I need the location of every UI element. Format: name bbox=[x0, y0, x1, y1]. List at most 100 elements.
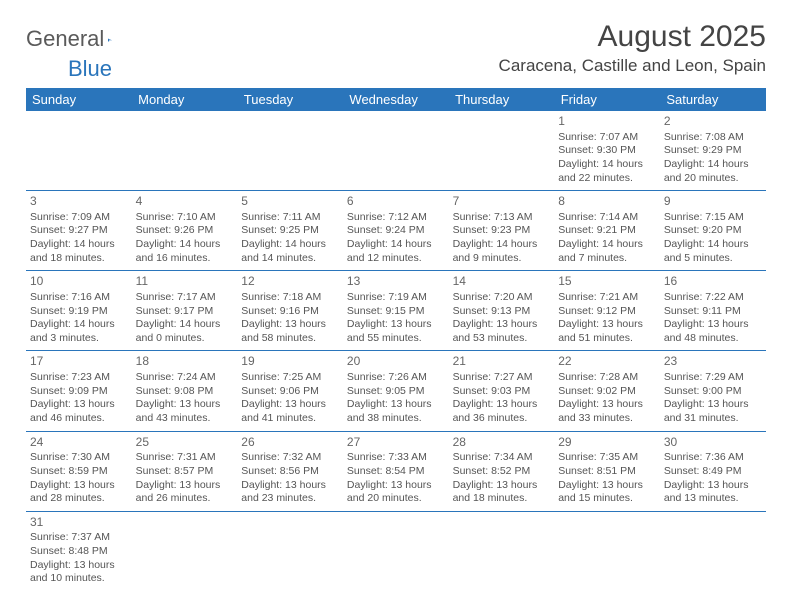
sunrise-line: Sunrise: 7:23 AM bbox=[30, 371, 128, 385]
day-number: 13 bbox=[347, 274, 445, 290]
sunset-line: Sunset: 9:09 PM bbox=[30, 385, 128, 399]
calendar-day-cell: 25Sunrise: 7:31 AMSunset: 8:57 PMDayligh… bbox=[132, 431, 238, 511]
daylight-line: Daylight: 13 hours and 46 minutes. bbox=[30, 398, 128, 425]
daylight-line: Daylight: 13 hours and 43 minutes. bbox=[136, 398, 234, 425]
daylight-line: Daylight: 13 hours and 51 minutes. bbox=[558, 318, 656, 345]
daylight-line: Daylight: 14 hours and 9 minutes. bbox=[453, 238, 551, 265]
calendar-day-cell: 24Sunrise: 7:30 AMSunset: 8:59 PMDayligh… bbox=[26, 431, 132, 511]
sunrise-line: Sunrise: 7:29 AM bbox=[664, 371, 762, 385]
calendar-day-cell: 26Sunrise: 7:32 AMSunset: 8:56 PMDayligh… bbox=[237, 431, 343, 511]
sunset-line: Sunset: 9:05 PM bbox=[347, 385, 445, 399]
calendar-day-cell: 28Sunrise: 7:34 AMSunset: 8:52 PMDayligh… bbox=[449, 431, 555, 511]
sunrise-line: Sunrise: 7:35 AM bbox=[558, 451, 656, 465]
sunrise-line: Sunrise: 7:34 AM bbox=[453, 451, 551, 465]
logo-text-1: General bbox=[26, 26, 104, 52]
sunrise-line: Sunrise: 7:25 AM bbox=[241, 371, 339, 385]
calendar-empty-cell bbox=[449, 111, 555, 191]
sunrise-line: Sunrise: 7:24 AM bbox=[136, 371, 234, 385]
day-number: 29 bbox=[558, 435, 656, 451]
sunrise-line: Sunrise: 7:20 AM bbox=[453, 291, 551, 305]
weekday-header: Saturday bbox=[660, 88, 766, 111]
day-number: 6 bbox=[347, 194, 445, 210]
calendar-day-cell: 13Sunrise: 7:19 AMSunset: 9:15 PMDayligh… bbox=[343, 271, 449, 351]
calendar-empty-cell bbox=[237, 511, 343, 591]
sunrise-line: Sunrise: 7:30 AM bbox=[30, 451, 128, 465]
weekday-header: Monday bbox=[132, 88, 238, 111]
calendar-day-cell: 27Sunrise: 7:33 AMSunset: 8:54 PMDayligh… bbox=[343, 431, 449, 511]
daylight-line: Daylight: 13 hours and 33 minutes. bbox=[558, 398, 656, 425]
daylight-line: Daylight: 14 hours and 0 minutes. bbox=[136, 318, 234, 345]
sunrise-line: Sunrise: 7:12 AM bbox=[347, 211, 445, 225]
calendar-day-cell: 6Sunrise: 7:12 AMSunset: 9:24 PMDaylight… bbox=[343, 191, 449, 271]
calendar-empty-cell bbox=[26, 111, 132, 191]
day-number: 15 bbox=[558, 274, 656, 290]
daylight-line: Daylight: 13 hours and 13 minutes. bbox=[664, 479, 762, 506]
sunset-line: Sunset: 8:52 PM bbox=[453, 465, 551, 479]
calendar-week-row: 31Sunrise: 7:37 AMSunset: 8:48 PMDayligh… bbox=[26, 511, 766, 591]
daylight-line: Daylight: 14 hours and 18 minutes. bbox=[30, 238, 128, 265]
daylight-line: Daylight: 13 hours and 28 minutes. bbox=[30, 479, 128, 506]
day-number: 18 bbox=[136, 354, 234, 370]
sunset-line: Sunset: 9:19 PM bbox=[30, 305, 128, 319]
sunset-line: Sunset: 9:30 PM bbox=[558, 144, 656, 158]
sunset-line: Sunset: 9:25 PM bbox=[241, 224, 339, 238]
sunrise-line: Sunrise: 7:26 AM bbox=[347, 371, 445, 385]
calendar-day-cell: 10Sunrise: 7:16 AMSunset: 9:19 PMDayligh… bbox=[26, 271, 132, 351]
calendar-week-row: 10Sunrise: 7:16 AMSunset: 9:19 PMDayligh… bbox=[26, 271, 766, 351]
day-number: 27 bbox=[347, 435, 445, 451]
day-number: 8 bbox=[558, 194, 656, 210]
sunset-line: Sunset: 8:54 PM bbox=[347, 465, 445, 479]
sunset-line: Sunset: 9:11 PM bbox=[664, 305, 762, 319]
logo-flag-icon bbox=[108, 31, 113, 49]
daylight-line: Daylight: 14 hours and 20 minutes. bbox=[664, 158, 762, 185]
daylight-line: Daylight: 14 hours and 5 minutes. bbox=[664, 238, 762, 265]
calendar-week-row: 1Sunrise: 7:07 AMSunset: 9:30 PMDaylight… bbox=[26, 111, 766, 191]
day-number: 1 bbox=[558, 114, 656, 130]
sunrise-line: Sunrise: 7:15 AM bbox=[664, 211, 762, 225]
sunset-line: Sunset: 9:00 PM bbox=[664, 385, 762, 399]
day-number: 5 bbox=[241, 194, 339, 210]
daylight-line: Daylight: 14 hours and 14 minutes. bbox=[241, 238, 339, 265]
sunset-line: Sunset: 8:48 PM bbox=[30, 545, 128, 559]
sunset-line: Sunset: 9:16 PM bbox=[241, 305, 339, 319]
daylight-line: Daylight: 13 hours and 58 minutes. bbox=[241, 318, 339, 345]
calendar-empty-cell bbox=[660, 511, 766, 591]
sunrise-line: Sunrise: 7:31 AM bbox=[136, 451, 234, 465]
sunset-line: Sunset: 8:57 PM bbox=[136, 465, 234, 479]
daylight-line: Daylight: 13 hours and 18 minutes. bbox=[453, 479, 551, 506]
sunrise-line: Sunrise: 7:22 AM bbox=[664, 291, 762, 305]
day-number: 30 bbox=[664, 435, 762, 451]
weekday-header: Sunday bbox=[26, 88, 132, 111]
sunrise-line: Sunrise: 7:16 AM bbox=[30, 291, 128, 305]
calendar-body: 1Sunrise: 7:07 AMSunset: 9:30 PMDaylight… bbox=[26, 111, 766, 591]
sunset-line: Sunset: 9:02 PM bbox=[558, 385, 656, 399]
calendar-day-cell: 19Sunrise: 7:25 AMSunset: 9:06 PMDayligh… bbox=[237, 351, 343, 431]
daylight-line: Daylight: 13 hours and 15 minutes. bbox=[558, 479, 656, 506]
day-number: 11 bbox=[136, 274, 234, 290]
logo-text-2: Blue bbox=[68, 56, 112, 82]
day-number: 2 bbox=[664, 114, 762, 130]
calendar-empty-cell bbox=[132, 511, 238, 591]
sunrise-line: Sunrise: 7:21 AM bbox=[558, 291, 656, 305]
day-number: 24 bbox=[30, 435, 128, 451]
location: Caracena, Castille and Leon, Spain bbox=[499, 56, 766, 76]
calendar-day-cell: 31Sunrise: 7:37 AMSunset: 8:48 PMDayligh… bbox=[26, 511, 132, 591]
calendar-day-cell: 23Sunrise: 7:29 AMSunset: 9:00 PMDayligh… bbox=[660, 351, 766, 431]
daylight-line: Daylight: 13 hours and 10 minutes. bbox=[30, 559, 128, 586]
day-number: 28 bbox=[453, 435, 551, 451]
daylight-line: Daylight: 13 hours and 38 minutes. bbox=[347, 398, 445, 425]
day-number: 16 bbox=[664, 274, 762, 290]
sunrise-line: Sunrise: 7:10 AM bbox=[136, 211, 234, 225]
calendar-day-cell: 2Sunrise: 7:08 AMSunset: 9:29 PMDaylight… bbox=[660, 111, 766, 191]
sunset-line: Sunset: 9:23 PM bbox=[453, 224, 551, 238]
day-number: 21 bbox=[453, 354, 551, 370]
calendar-day-cell: 17Sunrise: 7:23 AMSunset: 9:09 PMDayligh… bbox=[26, 351, 132, 431]
calendar-day-cell: 14Sunrise: 7:20 AMSunset: 9:13 PMDayligh… bbox=[449, 271, 555, 351]
day-number: 23 bbox=[664, 354, 762, 370]
sunset-line: Sunset: 8:49 PM bbox=[664, 465, 762, 479]
sunset-line: Sunset: 8:56 PM bbox=[241, 465, 339, 479]
logo: General bbox=[26, 20, 136, 52]
calendar-week-row: 24Sunrise: 7:30 AMSunset: 8:59 PMDayligh… bbox=[26, 431, 766, 511]
sunrise-line: Sunrise: 7:13 AM bbox=[453, 211, 551, 225]
calendar-day-cell: 7Sunrise: 7:13 AMSunset: 9:23 PMDaylight… bbox=[449, 191, 555, 271]
